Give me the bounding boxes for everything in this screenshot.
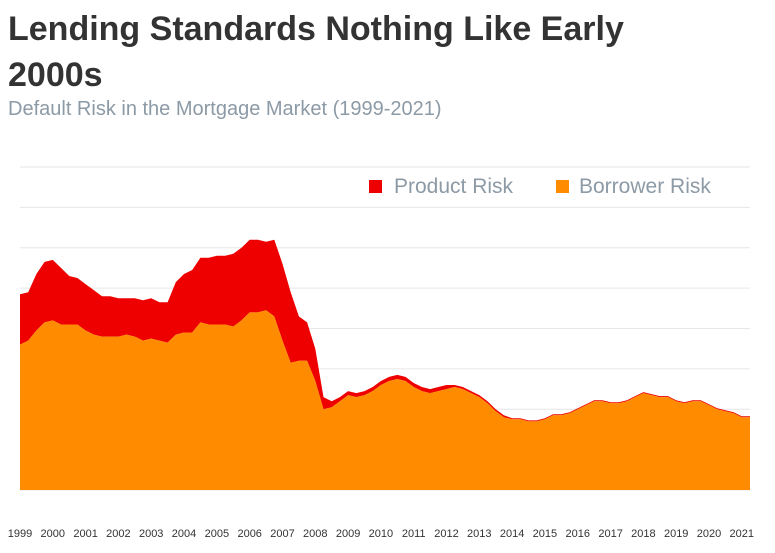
x-axis-tick-labels: 1999 2000 2001 2002 2003 2004 2005 2006 2007 2008… <box>8 528 754 540</box>
x-tick-label-2017: 2017 <box>598 528 622 540</box>
x-tick-label-2020: 2020 <box>697 528 721 540</box>
x-tick-label-2002: 2002 <box>106 528 130 540</box>
area-borrower-risk <box>20 310 750 490</box>
x-tick-label-2005: 2005 <box>205 528 229 540</box>
x-tick-label-2014: 2014 <box>500 528 524 540</box>
x-tick-label-2013: 2013 <box>467 528 491 540</box>
x-tick-label-2016: 2016 <box>566 528 590 540</box>
legend-swatch-borrower-risk <box>556 180 569 193</box>
x-tick-label-2011: 2011 <box>402 528 426 540</box>
legend: Product Risk Borrower Risk <box>369 175 711 198</box>
chart-title: Lending Standards Nothing Like Early 200… <box>8 10 624 94</box>
x-tick-label-2006: 2006 <box>237 528 261 540</box>
area-product-risk <box>20 239 750 422</box>
legend-label-product-risk: Product Risk <box>394 175 514 198</box>
x-tick-label-2010: 2010 <box>369 528 393 540</box>
x-tick-label-2018: 2018 <box>631 528 655 540</box>
x-tick-label-2009: 2009 <box>336 528 360 540</box>
x-tick-label-2021: 2021 <box>730 528 754 540</box>
x-tick-label-2015: 2015 <box>533 528 557 540</box>
x-tick-label-2007: 2007 <box>270 528 294 540</box>
x-tick-label-2012: 2012 <box>434 528 458 540</box>
x-tick-label-2019: 2019 <box>664 528 688 540</box>
legend-swatch-product-risk <box>369 180 382 193</box>
x-tick-label-2004: 2004 <box>172 528 196 540</box>
legend-label-borrower-risk: Borrower Risk <box>579 175 711 198</box>
x-tick-label-2003: 2003 <box>139 528 163 540</box>
chart-subtitle: Default Risk in the Mortgage Market (199… <box>8 98 442 120</box>
x-tick-label-1999: 1999 <box>8 528 32 540</box>
x-tick-label-2008: 2008 <box>303 528 327 540</box>
x-tick-label-2001: 2001 <box>73 528 97 540</box>
x-tick-label-2000: 2000 <box>41 528 65 540</box>
